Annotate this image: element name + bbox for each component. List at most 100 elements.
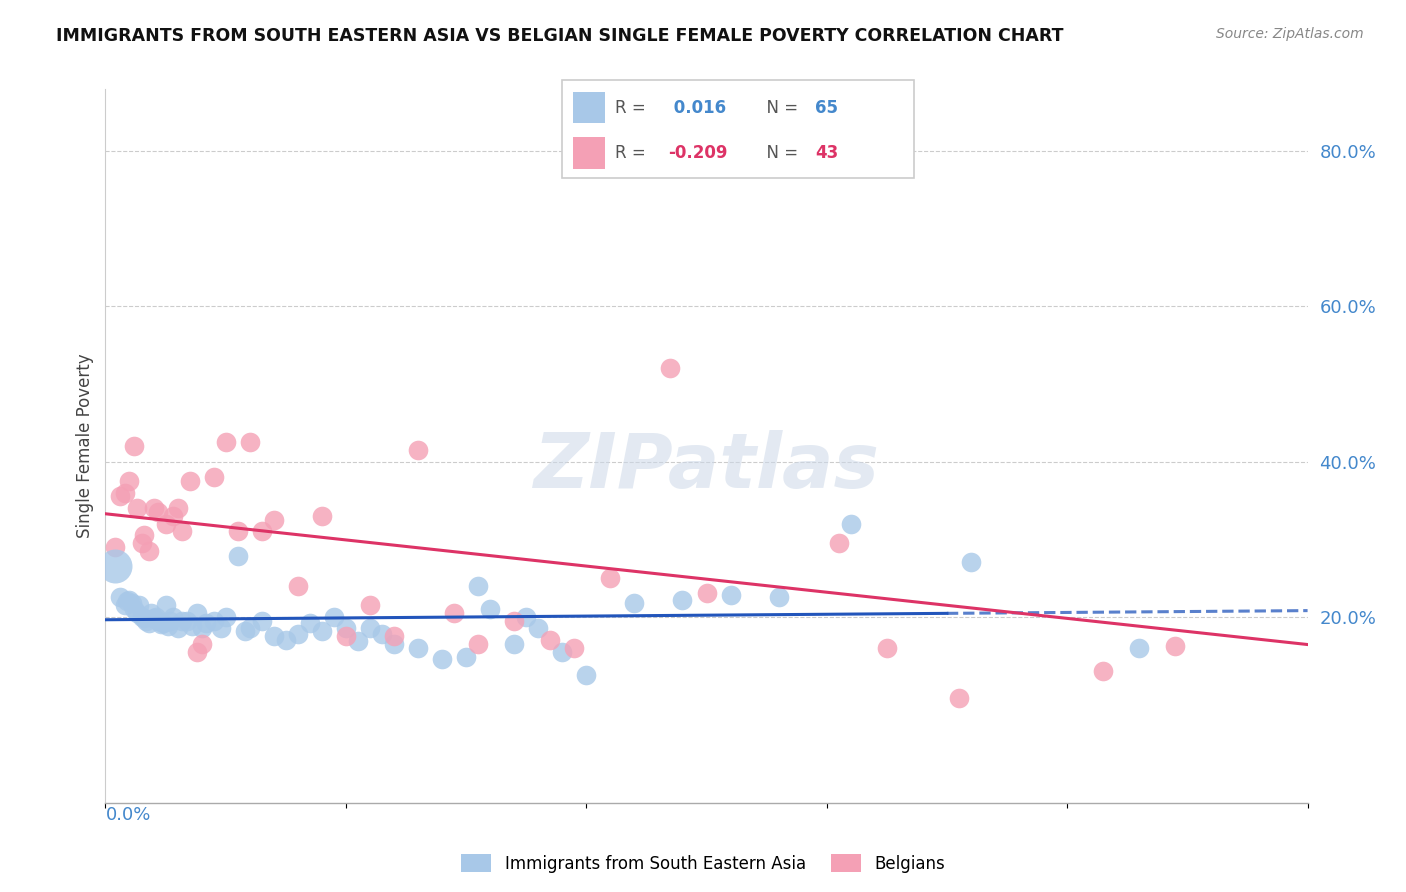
Point xyxy=(1092,664,1115,678)
Point xyxy=(172,524,194,539)
Point xyxy=(148,614,170,628)
Point xyxy=(575,668,598,682)
Point xyxy=(1128,640,1150,655)
Legend: Immigrants from South Eastern Asia, Belgians: Immigrants from South Eastern Asia, Belg… xyxy=(454,847,952,880)
Point xyxy=(159,614,181,628)
Point xyxy=(125,501,148,516)
Point xyxy=(263,629,285,643)
Point xyxy=(960,555,983,569)
Point xyxy=(562,640,585,655)
Text: Source: ZipAtlas.com: Source: ZipAtlas.com xyxy=(1216,27,1364,41)
Point xyxy=(209,621,232,635)
Point xyxy=(118,592,141,607)
Text: -0.209: -0.209 xyxy=(668,144,727,161)
Point xyxy=(538,632,561,647)
Text: 0.016: 0.016 xyxy=(668,99,725,117)
Point xyxy=(551,644,574,658)
Point xyxy=(172,614,194,628)
Point xyxy=(156,619,179,633)
Point xyxy=(696,586,718,600)
Point xyxy=(114,485,136,500)
Point xyxy=(599,571,621,585)
Point xyxy=(138,543,160,558)
Point xyxy=(287,626,309,640)
Point xyxy=(359,621,381,635)
Point xyxy=(250,614,273,628)
Text: N =: N = xyxy=(756,144,803,161)
Point xyxy=(828,536,851,550)
Point xyxy=(142,501,165,516)
Point xyxy=(128,598,150,612)
Point xyxy=(125,606,148,620)
Point xyxy=(311,508,333,523)
Point xyxy=(467,637,489,651)
Point xyxy=(430,652,453,666)
Point xyxy=(166,501,188,516)
Point xyxy=(214,609,236,624)
Point xyxy=(214,435,236,450)
Point xyxy=(720,588,742,602)
Point xyxy=(138,615,160,630)
Point xyxy=(118,474,141,488)
Text: R =: R = xyxy=(616,144,651,161)
Point xyxy=(619,138,641,153)
Point xyxy=(233,624,256,638)
Point xyxy=(152,615,174,630)
Point xyxy=(195,615,218,630)
Point xyxy=(121,596,143,610)
Point xyxy=(190,621,212,635)
Point xyxy=(104,540,127,554)
Point xyxy=(239,435,262,450)
Point xyxy=(108,490,131,504)
Point xyxy=(142,611,165,625)
Y-axis label: Single Female Poverty: Single Female Poverty xyxy=(76,354,94,538)
Point xyxy=(263,513,285,527)
Point xyxy=(139,606,162,620)
Point xyxy=(382,629,405,643)
Point xyxy=(202,614,225,628)
Point xyxy=(202,470,225,484)
Point xyxy=(186,644,208,658)
Point xyxy=(250,524,273,539)
Point xyxy=(132,611,155,625)
Point xyxy=(162,508,184,523)
FancyBboxPatch shape xyxy=(562,80,914,178)
Text: 43: 43 xyxy=(815,144,839,161)
Point xyxy=(162,609,184,624)
Point xyxy=(503,637,526,651)
Point xyxy=(515,609,537,624)
Point xyxy=(115,594,138,608)
Point xyxy=(311,624,333,638)
Point xyxy=(479,602,502,616)
Point xyxy=(1164,639,1187,653)
Point xyxy=(335,621,357,635)
Point xyxy=(104,559,127,574)
Point xyxy=(176,614,198,628)
Point xyxy=(768,591,790,605)
Point xyxy=(166,621,188,635)
Point xyxy=(190,637,212,651)
Point xyxy=(876,640,898,655)
Point xyxy=(274,632,297,647)
Point xyxy=(132,528,155,542)
Point xyxy=(131,536,153,550)
Point xyxy=(114,598,136,612)
Point xyxy=(322,609,344,624)
Text: 0.0%: 0.0% xyxy=(105,806,150,824)
Point xyxy=(347,634,370,648)
Point xyxy=(406,442,429,457)
Point xyxy=(671,592,693,607)
Point xyxy=(659,361,682,376)
Text: IMMIGRANTS FROM SOUTH EASTERN ASIA VS BELGIAN SINGLE FEMALE POVERTY CORRELATION : IMMIGRANTS FROM SOUTH EASTERN ASIA VS BE… xyxy=(56,27,1064,45)
Point xyxy=(298,615,321,630)
Point xyxy=(527,621,550,635)
Point xyxy=(839,516,862,531)
FancyBboxPatch shape xyxy=(574,137,605,169)
Point xyxy=(155,598,177,612)
Point xyxy=(179,474,201,488)
Point xyxy=(623,596,645,610)
Point xyxy=(108,591,131,605)
Point xyxy=(124,602,146,616)
Point xyxy=(131,609,153,624)
Point xyxy=(503,614,526,628)
